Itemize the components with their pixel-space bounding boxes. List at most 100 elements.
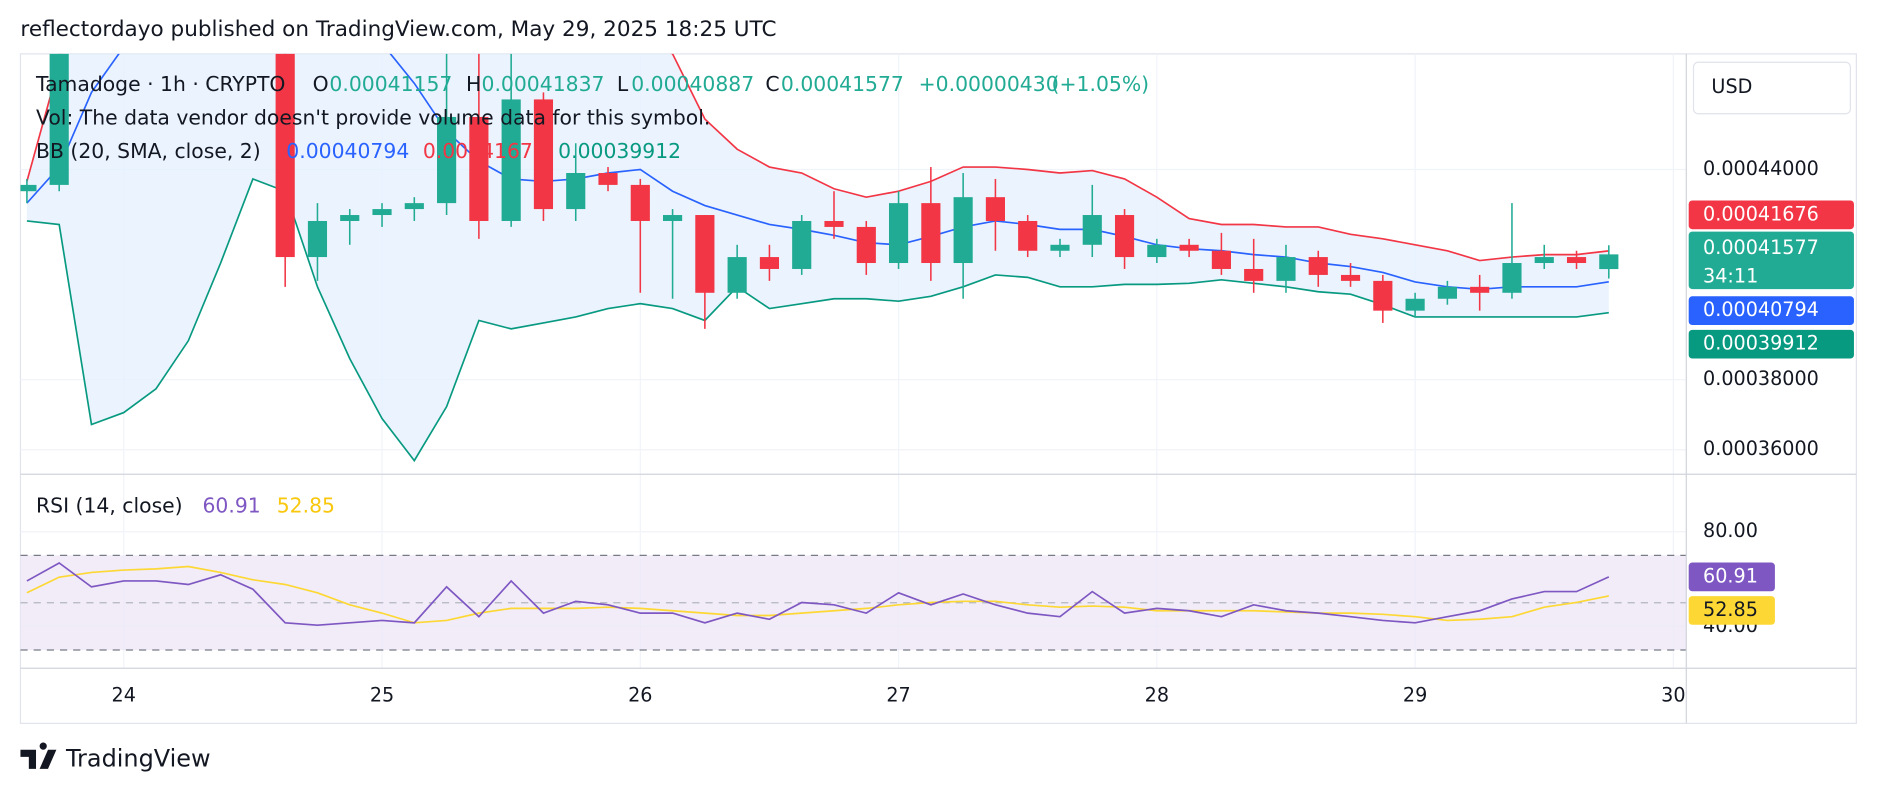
candle-body xyxy=(727,257,747,293)
candle-body xyxy=(469,116,489,221)
rsi-label: RSI (14, close) xyxy=(36,494,183,518)
basis-label-box xyxy=(1688,296,1854,326)
footer-logo: TradingView xyxy=(20,742,211,772)
x-tick-label: 27 xyxy=(886,683,910,706)
basis-label: 0.00040794 xyxy=(1703,298,1819,321)
rsi-tick-label: 80.00 xyxy=(1703,519,1758,542)
candle-body xyxy=(1566,257,1587,264)
high-value: 0.00041837 xyxy=(482,72,605,96)
ohlc-letter: H xyxy=(466,72,481,96)
bb-fill xyxy=(26,53,1609,461)
candle-body xyxy=(663,215,683,221)
currency[interactable]: USD xyxy=(1711,75,1752,98)
candle-body xyxy=(985,197,1006,221)
x-tick-label: 30 xyxy=(1661,683,1685,706)
candle-body xyxy=(566,172,586,210)
bb-line xyxy=(26,53,1609,291)
price-labels: 0.00041676 0.00041577 34:11 0.00040794 0.000… xyxy=(1688,200,1854,625)
candle-body xyxy=(1211,250,1231,269)
candle-body xyxy=(598,172,618,185)
bb-basis-value: 0.00040794 xyxy=(286,139,409,163)
low-value: 0.00040887 xyxy=(631,72,754,96)
candle-body xyxy=(792,220,812,269)
candle-body xyxy=(1340,274,1361,281)
logo-icon xyxy=(20,742,57,769)
candle-body xyxy=(372,209,392,216)
rsi-axis-label: 60.91 xyxy=(1703,564,1758,587)
x-tick-label: 24 xyxy=(112,683,136,706)
frame xyxy=(19,53,1857,724)
candle-body xyxy=(1018,220,1038,251)
y-tick-label: 0.00044000 xyxy=(1703,157,1819,180)
currency-box[interactable] xyxy=(1692,61,1851,115)
candle-body xyxy=(501,99,521,221)
candle-body xyxy=(888,203,909,264)
ohlc-letter: O xyxy=(313,72,329,96)
candle-body xyxy=(1405,298,1425,311)
change: +0.00000430 xyxy=(919,72,1059,96)
axes: 24 25 26 27 28 29 30 0.00036000 0.00038000 0.0004… xyxy=(112,157,1819,706)
countdown: 34:11 xyxy=(1703,265,1758,288)
y-tick-label: 0.00038000 xyxy=(1703,367,1819,390)
candle-body xyxy=(1308,257,1328,275)
rsi-ma-axis-label: 52.85 xyxy=(1703,598,1758,621)
candle-body xyxy=(953,197,973,264)
candle-body xyxy=(1534,257,1554,264)
rsi-value: 60.91 xyxy=(202,494,260,518)
x-tick-label: 29 xyxy=(1403,683,1427,706)
candle-body xyxy=(1082,215,1102,245)
x-tick-label: 26 xyxy=(628,683,652,706)
rsi-ma-value: 52.85 xyxy=(277,494,335,518)
rsi-ma-label-box xyxy=(1688,596,1775,625)
candle-body xyxy=(1373,280,1393,311)
symbol: Tamadoge · 1h · CRYPTO xyxy=(35,72,285,96)
volume-note: Vol: The data vendor doesn't provide vol… xyxy=(36,106,710,130)
footer-brand: TradingView xyxy=(65,744,211,772)
close-value: 0.00041577 xyxy=(781,72,904,96)
candle-body xyxy=(340,215,360,221)
candle-body xyxy=(630,184,650,221)
candle-body xyxy=(437,116,457,204)
candle-body xyxy=(49,53,69,185)
close-label-box xyxy=(1688,231,1854,290)
candle-body xyxy=(307,220,328,258)
candle-body xyxy=(404,203,424,210)
change-percent: (+1.05%) xyxy=(1052,72,1150,96)
candle-body xyxy=(824,220,844,227)
candle-body xyxy=(1244,268,1264,281)
candle-body xyxy=(695,215,715,293)
x-tick-label: 25 xyxy=(370,683,394,706)
rsi-label-box xyxy=(1688,562,1775,592)
candle-body xyxy=(1276,257,1296,281)
close-label: 0.00041577 xyxy=(1703,236,1819,259)
candle-body xyxy=(1179,244,1199,251)
lower-band-label: 0.00039912 xyxy=(1703,332,1819,355)
candle-body xyxy=(921,203,941,264)
candle-body xyxy=(1502,263,1522,293)
candle-body xyxy=(533,99,554,210)
candle-body xyxy=(1470,286,1490,293)
rsi-line xyxy=(26,565,1609,624)
candle-body xyxy=(759,257,780,269)
lower-band-label-box xyxy=(1688,329,1854,359)
candle-body xyxy=(275,53,295,258)
candle-body xyxy=(1437,286,1457,299)
x-tick-label: 28 xyxy=(1145,683,1169,706)
open-value: 0.00041157 xyxy=(329,72,452,96)
candle-body xyxy=(1599,254,1619,270)
candle-body xyxy=(1147,244,1167,258)
candle-body xyxy=(20,184,37,192)
candle-body xyxy=(1050,244,1070,251)
publish-title: reflectordayo published on TradingView.c… xyxy=(20,17,776,42)
bb-label: BB (20, SMA, close, 2) xyxy=(36,139,261,163)
price-pane xyxy=(20,53,1619,463)
rsi-pane xyxy=(20,554,1687,651)
ohlc-letter: C xyxy=(765,72,779,96)
bb-line xyxy=(26,53,1609,262)
upper-band-label-box xyxy=(1688,200,1854,230)
candle-body xyxy=(1114,215,1135,258)
legend: Tamadoge · 1h · CRYPTO O 0.00041157 H 0.… xyxy=(35,72,1149,518)
candle-body xyxy=(856,226,876,264)
